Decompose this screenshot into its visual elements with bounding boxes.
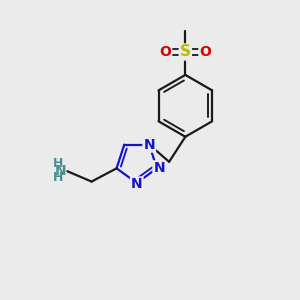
Text: H: H	[53, 157, 63, 169]
Text: N: N	[154, 161, 165, 175]
Text: H: H	[53, 171, 63, 184]
Text: N: N	[54, 164, 66, 178]
Text: N: N	[131, 177, 142, 191]
Text: N: N	[143, 138, 155, 152]
Text: S: S	[180, 44, 191, 59]
Text: O: O	[159, 45, 171, 59]
Text: O: O	[200, 45, 211, 59]
